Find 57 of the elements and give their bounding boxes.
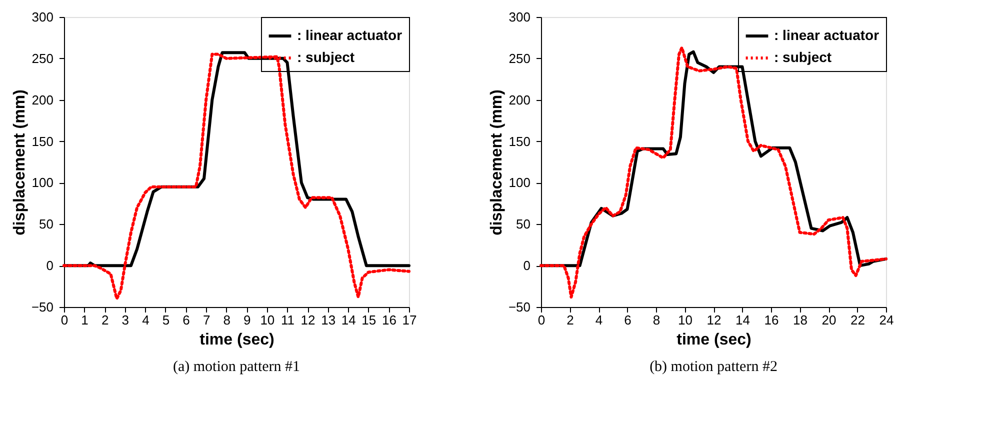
x-tick-label: 0 [538, 312, 546, 328]
x-tick-label: 22 [850, 312, 865, 328]
y-tick-label: −50 [31, 300, 54, 314]
x-tick-label: 16 [764, 312, 779, 328]
x-tick-label: 9 [244, 312, 251, 328]
y-tick-label: 150 [508, 134, 530, 149]
y-tick-label: 250 [32, 50, 54, 66]
x-tick-label: 7 [202, 312, 210, 328]
y-tick-label: 200 [508, 92, 530, 108]
y-tick-label: 0 [46, 258, 54, 274]
x-tick-label: 11 [280, 312, 294, 328]
y-tick-label: 100 [32, 175, 54, 190]
x-tick-label: 10 [260, 312, 275, 328]
x-axis-title: time (sec) [676, 332, 752, 348]
x-tick-label: 8 [223, 312, 230, 328]
y-tick-label: 300 [32, 10, 54, 24]
x-tick-label: 2 [566, 312, 574, 328]
x-tick-label: 8 [652, 312, 660, 328]
x-tick-label: 17 [402, 312, 417, 328]
x-tick-label: 0 [60, 312, 68, 328]
y-axis-title: displacement (mm) [11, 90, 28, 236]
x-tick-label: 14 [736, 312, 750, 328]
x-tick-label: 5 [162, 312, 170, 328]
legend-label: : linear actuator [774, 27, 880, 43]
y-axis-title: displacement (mm) [488, 90, 506, 236]
x-tick-label: 18 [793, 312, 808, 328]
x-tick-label: 15 [362, 312, 376, 328]
x-tick-label: 6 [624, 312, 632, 328]
x-tick-label: 1 [81, 312, 88, 328]
x-tick-label: 16 [382, 312, 396, 328]
y-tick-label: 200 [32, 92, 54, 108]
text: (b) motion pattern #2 [650, 359, 778, 375]
y-tick-label: 300 [508, 10, 530, 24]
x-tick-label: 4 [142, 312, 150, 328]
legend-label: : subject [297, 49, 355, 65]
x-tick-label: 13 [321, 312, 336, 328]
x-tick-label: 3 [122, 312, 129, 328]
legend-label: : subject [774, 49, 832, 65]
x-tick-label: 2 [101, 312, 109, 328]
y-tick-label: 250 [508, 50, 530, 66]
x-tick-label: 6 [182, 312, 190, 328]
x-tick-label: 20 [822, 312, 836, 328]
x-tick-label: 4 [595, 312, 603, 328]
x-tick-label: 24 [879, 312, 894, 328]
x-tick-label: 10 [678, 312, 692, 328]
y-tick-label: 150 [32, 134, 54, 149]
text: (a) motion pattern #1 [172, 359, 300, 375]
y-tick-label: 0 [523, 258, 530, 274]
x-axis-title: time (sec) [200, 332, 274, 348]
y-tick-label: 50 [39, 216, 54, 232]
legend-label: : linear actuator [297, 27, 403, 43]
y-tick-label: −50 [508, 300, 530, 314]
x-tick-label: 14 [341, 312, 356, 328]
y-tick-label: 50 [516, 216, 530, 232]
x-tick-label: 12 [706, 312, 722, 328]
y-tick-label: 100 [508, 175, 530, 190]
x-tick-label: 12 [300, 312, 316, 328]
